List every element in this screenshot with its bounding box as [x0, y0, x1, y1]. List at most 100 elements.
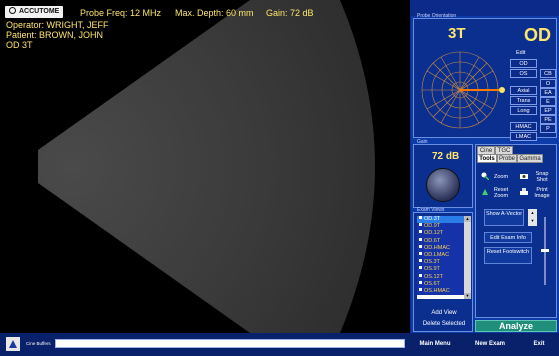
probe-orientation-title: Probe Orientation: [417, 13, 457, 19]
probe-orientation-box: Probe Orientation 3T OD: [413, 13, 557, 141]
gain-knob[interactable]: [426, 168, 460, 202]
reset-zoom-button[interactable]: Reset Zoom: [493, 187, 509, 199]
main-menu-button[interactable]: Main Menu: [419, 341, 451, 347]
control-panel: Probe Orientation 3T OD: [411, 13, 559, 333]
max-depth: Max. Depth: 60 mm: [175, 8, 254, 18]
view-bullet-icon: [419, 280, 422, 284]
probe-option-right-1[interactable]: O: [540, 79, 556, 88]
view-bullet-icon: [419, 273, 422, 277]
snap-shot-button[interactable]: Snap Shot: [535, 171, 549, 183]
probe-option-right-4[interactable]: EP: [540, 106, 556, 115]
view-bullet-icon: [419, 259, 422, 263]
probe-option-right-0[interactable]: CB: [540, 69, 556, 78]
probe-option-4[interactable]: Long: [510, 106, 537, 115]
ultrasound-image[interactable]: ACCUTOME Probe Freq: 12 MHz Max. Depth: …: [0, 0, 410, 333]
delete-selected-button[interactable]: Delete Selected: [422, 321, 466, 327]
probe-option-6[interactable]: LMAC: [510, 132, 537, 141]
clock-position-label: 3T: [448, 25, 466, 42]
view-label: OD 3T: [6, 40, 33, 50]
gain-title: Gain: [417, 139, 428, 145]
view-bullet-icon: [419, 287, 422, 291]
add-view-button[interactable]: Add View: [431, 310, 457, 316]
tab-tools[interactable]: Tools: [477, 154, 497, 163]
exam-view-label: OS.6T: [424, 280, 440, 287]
tab-gamma[interactable]: Gamma: [517, 154, 543, 163]
exam-view-label: OD.6T: [424, 237, 441, 244]
view-bullet-icon: [419, 266, 422, 270]
view-bullet-icon: [419, 230, 422, 234]
probe-option-3[interactable]: Trans: [510, 96, 537, 105]
slider-thumb[interactable]: [541, 249, 549, 252]
exam-view-label: OD.12T: [424, 230, 444, 237]
patient-name: Patient: BROWN, JOHN: [6, 30, 104, 40]
exam-view-label: OS.9T: [424, 266, 440, 273]
accutome-logo: ACCUTOME: [5, 6, 64, 18]
cine-buffer-bar[interactable]: [55, 339, 405, 348]
probe-option-2[interactable]: Axial: [510, 86, 537, 95]
exam-view-item[interactable]: OS.12T: [417, 273, 464, 281]
analyze-button[interactable]: Analyze: [475, 320, 557, 332]
exam-view-label: OS.HMAC: [424, 287, 450, 294]
exam-views-list: OD.3T OD.9T OD.12T OD.6T OD.HMAC OD.LMAC OS.3T…: [417, 216, 471, 299]
printer-icon: [520, 188, 528, 195]
exam-view-item[interactable]: OD.3T: [417, 216, 464, 224]
probe-option-5[interactable]: HMAC: [510, 122, 537, 131]
reset-zoom-icon: [482, 189, 488, 195]
a-vector-spinner[interactable]: ▲ ▼: [528, 209, 537, 226]
reset-footswitch-button[interactable]: Reset Footswitch: [484, 247, 532, 264]
exam-view-label: OD.LMAC: [424, 251, 450, 258]
logo-mark-icon: [9, 7, 16, 14]
scan-fan-graphic: [38, 0, 375, 333]
exam-view-label: OS.3T: [424, 259, 440, 266]
exam-view-item[interactable]: OS.9T: [417, 266, 464, 274]
edit-label: Edit: [516, 50, 526, 56]
show-a-vector-button[interactable]: Show A-Vector: [484, 209, 524, 226]
exam-views-box: Exam Views OD.3T OD.9T OD.12T OD.6T OD.HMAC O…: [413, 207, 473, 332]
scroll-down-icon[interactable]: ▼: [464, 293, 471, 299]
print-image-button[interactable]: Print Image: [534, 187, 550, 199]
probe-option-0[interactable]: OD: [510, 59, 537, 68]
zoom-icon: [481, 172, 489, 180]
gain-readout: Gain: 72 dB: [266, 8, 314, 18]
probe-freq: Probe Freq: 12 MHz: [80, 8, 162, 18]
logo-text: ACCUTOME: [19, 8, 60, 15]
exam-view-label: OS.12T: [424, 273, 443, 280]
exit-button[interactable]: Exit: [533, 341, 545, 347]
probe-orientation-dial[interactable]: [417, 45, 507, 135]
tab-probe[interactable]: Probe: [497, 154, 517, 163]
exam-views-title: Exam Views: [417, 207, 445, 213]
exam-view-item[interactable]: OD.6T: [417, 237, 464, 245]
probe-option-right-6[interactable]: P: [540, 124, 556, 133]
accutome-small-logo-icon: [6, 337, 20, 351]
exam-view-item[interactable]: OD.HMAC: [417, 244, 464, 252]
exam-view-item[interactable]: OD.12T: [417, 230, 464, 238]
probe-option-right-2[interactable]: EA: [540, 88, 556, 97]
exam-view-item[interactable]: OS.3T: [417, 259, 464, 267]
scroll-up-icon[interactable]: ▲: [464, 216, 471, 222]
edit-exam-info-button[interactable]: Edit Exam Info: [484, 232, 532, 243]
view-bullet-icon: [419, 223, 422, 227]
gain-value: 72 dB: [432, 151, 460, 162]
exam-view-item[interactable]: OD.LMAC: [417, 251, 464, 260]
view-bullet-icon: [419, 251, 422, 255]
exam-view-item[interactable]: OS.6T: [417, 280, 464, 288]
exam-view-item[interactable]: OS.HMAC: [417, 287, 464, 296]
exam-view-label: OD.3T: [424, 216, 441, 222]
gain-box: Gain 72 dB: [413, 139, 473, 208]
view-bullet-icon: [419, 216, 422, 219]
zoom-button[interactable]: Zoom: [493, 174, 509, 180]
tools-box: Cine TGC Tools Probe Gamma Zoom Snap Sho…: [475, 144, 557, 318]
exam-view-item[interactable]: OD.9T: [417, 223, 464, 231]
view-bullet-icon: [419, 237, 422, 241]
view-bullet-icon: [419, 244, 422, 248]
probe-option-1[interactable]: OS: [510, 69, 537, 78]
new-exam-button[interactable]: New Exam: [474, 341, 505, 347]
views-scrollbar[interactable]: ▲ ▼: [464, 216, 471, 299]
eye-label: OD: [524, 25, 551, 45]
camera-icon: [520, 174, 528, 179]
probe-option-right-5[interactable]: PE: [540, 115, 556, 124]
operator-name: Operator: WRIGHT, JEFF: [6, 20, 109, 30]
exam-view-label: OD.HMAC: [424, 244, 450, 251]
probe-option-right-3[interactable]: E: [540, 97, 556, 106]
